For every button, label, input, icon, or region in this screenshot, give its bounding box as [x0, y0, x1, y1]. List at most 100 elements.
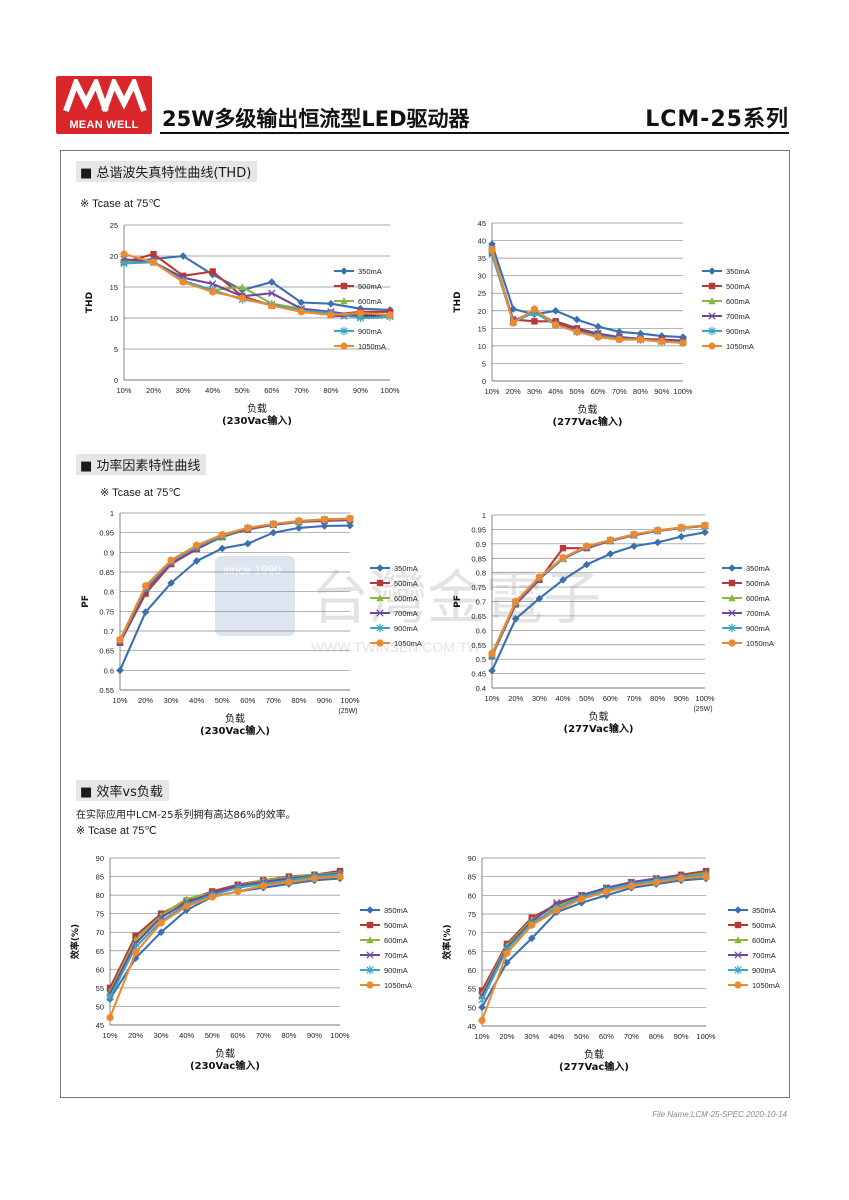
x-axis-sublabel: (277Vac输入) — [564, 722, 634, 735]
x-tick-label: 100% — [330, 1031, 350, 1040]
x-tick-label: 50% — [574, 1032, 589, 1041]
y-tick-label: 0.95 — [99, 529, 114, 538]
legend-marker-350mA — [728, 564, 736, 572]
eff-description: 在实际应用中LCM-25系列拥有高达86%的效率。 — [76, 810, 296, 821]
legend-marker-900mA — [708, 326, 716, 336]
y-tick-label: 40 — [478, 237, 486, 246]
y-tick-label: 5 — [482, 359, 486, 368]
data-point-1050mA — [297, 308, 305, 316]
data-point-1050mA — [530, 305, 539, 313]
series-line-1050mA — [109, 875, 341, 1018]
y-tick-label: 0.6 — [476, 626, 486, 635]
x-tick-label: 20% — [146, 386, 161, 395]
legend-label: 500mA — [384, 921, 408, 930]
data-point-1050mA — [583, 542, 591, 550]
data-point-1050mA — [244, 524, 252, 532]
data-point-350mA — [116, 666, 124, 675]
y-tick-label: 15 — [110, 283, 118, 292]
x-tick-label: 10% — [102, 1031, 117, 1040]
y-tick-label: 0 — [482, 377, 486, 386]
series-line-500mA — [491, 524, 706, 657]
legend-label: 500mA — [358, 282, 382, 291]
data-point-350mA — [527, 934, 536, 943]
file-name: File Name:LCM-25-SPEC 2020-10-14 — [652, 1110, 787, 1119]
y-tick-label: 20 — [478, 307, 486, 316]
series-line-1050mA — [490, 249, 684, 345]
data-point-350mA — [167, 579, 175, 587]
x-axis-label: 负载 — [584, 1048, 604, 1061]
legend-label: 1050mA — [726, 342, 754, 351]
legend-label: 900mA — [726, 327, 750, 336]
watermark-url: WWW.TWINSEN.COM.TW — [311, 639, 481, 655]
data-point-350mA — [488, 666, 496, 675]
y-tick-label: 0.8 — [476, 569, 486, 578]
chart-pf-230vac: 0.55 0.6 0.65 0.7 0.75 0.8 0.85 0.9 0.95 1 10% 20% 3… — [81, 509, 422, 737]
y-tick-label: 0.95 — [471, 525, 486, 534]
x-axis-sublabel: (277Vac输入) — [559, 1060, 629, 1073]
legend-label: 500mA — [752, 921, 776, 930]
data-point-1050mA — [259, 882, 267, 890]
x-tick-label: 30% — [524, 1032, 539, 1041]
data-point-350mA — [615, 328, 624, 336]
x-tick-label: 10% — [484, 694, 499, 703]
data-point-1050mA — [528, 921, 536, 929]
legend-label: 350mA — [384, 906, 408, 915]
series-line-1050mA — [123, 253, 391, 316]
legend-marker-600mA — [734, 936, 742, 944]
legend-label: 1050mA — [384, 981, 412, 990]
y-tick-label: 0.7 — [476, 598, 486, 607]
data-point-350mA — [677, 532, 686, 541]
data-point-350mA — [594, 322, 602, 331]
y-tick-label: 85 — [468, 873, 476, 882]
x-tick-label: 60% — [591, 387, 606, 396]
data-point-350mA — [636, 329, 645, 338]
legend-marker-350mA — [708, 267, 716, 275]
legend-label: 700mA — [358, 312, 382, 321]
series-line-1050mA — [119, 517, 351, 641]
y-tick-label: 80 — [96, 891, 104, 900]
x-axis-label: 负载 — [247, 402, 267, 415]
legend-marker-500mA — [366, 921, 374, 929]
data-point-1050mA — [488, 649, 496, 657]
x-axis-sublabel: (230Vac输入) — [222, 414, 292, 427]
x-tick-label: 80% — [291, 696, 306, 705]
x-tick-label: 70% — [626, 694, 641, 703]
series-line-500mA — [490, 252, 684, 342]
data-point-1050mA — [183, 902, 191, 910]
tcase-note-thd: ※ Tcase at 75℃ — [80, 198, 161, 210]
data-point-500mA — [559, 544, 567, 552]
data-point-1050mA — [268, 302, 276, 310]
series-line-1050mA — [491, 524, 706, 654]
data-point-1050mA — [208, 893, 216, 901]
y-tick-label: 1 — [482, 511, 486, 520]
data-point-350mA — [582, 560, 591, 569]
legend-marker-350mA — [734, 906, 742, 914]
series-line-900mA — [490, 254, 684, 344]
x-tick-label: 50% — [205, 1031, 220, 1040]
data-point-500mA — [478, 987, 486, 994]
data-point-1050mA — [478, 1016, 486, 1024]
section-pf-label: 功率因素特性曲线 — [96, 459, 201, 474]
chart-eff-277vac: 45 50 55 60 65 70 75 80 85 90 10% 20% 30% 40% 50% 60% 70… — [441, 854, 780, 1073]
data-point-350mA — [192, 557, 201, 565]
legend-label: 600mA — [358, 297, 382, 306]
legend-label: 500mA — [394, 579, 418, 588]
data-point-1050mA — [320, 515, 329, 523]
y-tick-label: 0.7 — [104, 627, 114, 636]
legend-label: 600mA — [726, 297, 750, 306]
y-tick-label: 0.55 — [471, 641, 486, 650]
x-tick-label: 10% — [474, 1032, 489, 1041]
x-tick-label: 80% — [650, 694, 665, 703]
legend-label: 600mA — [394, 594, 418, 603]
legend-marker-600mA — [366, 936, 374, 944]
y-tick-label: 0.65 — [471, 612, 486, 621]
legend-label: 1050mA — [358, 342, 386, 351]
legend-marker-900mA — [376, 623, 384, 633]
legend-marker-500mA — [340, 282, 348, 290]
data-point-1050mA — [658, 337, 666, 345]
x-tick-label: 80% — [323, 386, 338, 395]
y-tick-label: 70 — [468, 929, 476, 938]
section-eff-label: 效率vs负载 — [96, 785, 163, 800]
chart-thd-277vac: 0 5 10 15 20 25 30 35 40 45 10% 20% 30% 40% 50% 60% 70% 8… — [453, 219, 754, 428]
data-point-500mA — [106, 984, 114, 992]
